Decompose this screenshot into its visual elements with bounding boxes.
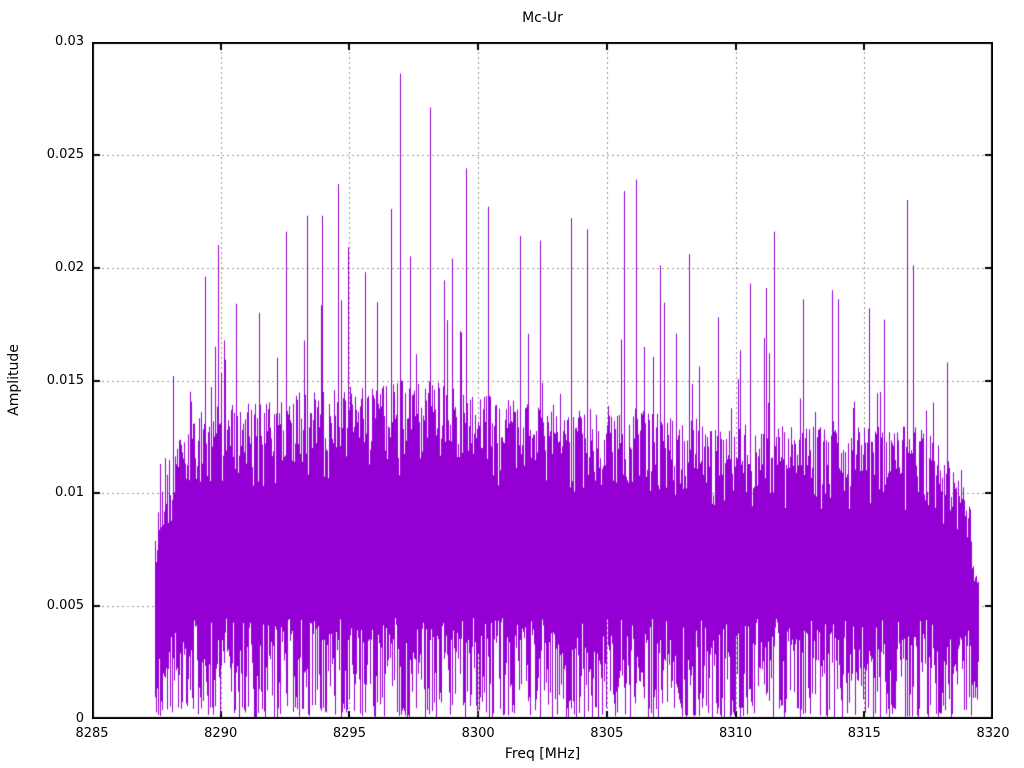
x-tick-label: 8320 (976, 726, 1010, 741)
y-tick-label: 0.02 (55, 259, 84, 275)
x-tick-label: 8315 (847, 726, 881, 741)
y-tick-label: 0.01 (55, 485, 84, 501)
chart-title: Mc-Ur (522, 10, 563, 26)
x-tick-label: 8310 (719, 726, 753, 741)
x-tick-label: 8285 (75, 726, 109, 741)
y-tick-label: 0 (75, 711, 84, 726)
y-tick-label: 0.015 (46, 372, 84, 388)
x-axis-label: Freq [MHz] (504, 746, 581, 762)
x-tick-label: 8300 (461, 726, 495, 741)
y-tick-label: 0.03 (55, 34, 84, 49)
y-tick-label: 0.025 (46, 146, 84, 162)
x-tick-label: 8305 (590, 726, 624, 741)
x-tick-label: 8295 (332, 726, 366, 741)
y-tick-label: 0.005 (46, 598, 84, 614)
plot-canvas (92, 42, 993, 719)
x-tick-label: 8290 (204, 726, 238, 741)
